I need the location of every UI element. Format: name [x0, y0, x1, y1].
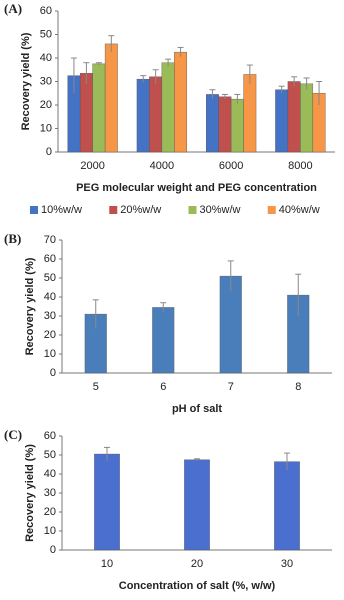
legend-swatch: [267, 206, 276, 214]
x-tick-label: 4000: [150, 160, 174, 172]
x-tick-label: 20: [191, 558, 203, 570]
bar: [79, 73, 93, 153]
bar: [287, 81, 301, 153]
x-tick-label: 8: [295, 381, 301, 393]
bar: [184, 459, 210, 551]
bar: [218, 96, 232, 153]
y-tick-label: 60: [44, 253, 56, 265]
y-tick-label: 10: [44, 348, 56, 360]
y-tick-label: 30: [44, 487, 56, 499]
bar: [149, 76, 163, 153]
y-tick-label: 40: [40, 52, 52, 64]
y-tick-label: 0: [50, 367, 56, 379]
x-tick-label: 5: [93, 381, 99, 393]
legend-swatch: [109, 206, 118, 214]
y-tick-label: 70: [44, 234, 56, 246]
y-tick-label: 10: [44, 525, 56, 537]
y-tick-label: 20: [44, 329, 56, 341]
bar: [136, 78, 150, 153]
y-axis-title: Recovery yield (%): [24, 444, 36, 542]
bar: [275, 89, 289, 153]
bar: [230, 98, 244, 153]
legend-label: 10%w/w: [41, 204, 82, 216]
bar: [104, 43, 118, 153]
x-axis-title: pH of salt: [172, 403, 222, 415]
y-tick-label: 0: [46, 146, 52, 158]
bar: [94, 453, 120, 551]
x-tick-label: 6: [160, 381, 166, 393]
y-tick-label: 0: [50, 544, 56, 556]
x-tick-label: 8000: [288, 160, 312, 172]
y-tick-label: 50: [44, 449, 56, 461]
bar: [161, 62, 175, 153]
legend-swatch: [188, 206, 197, 214]
bar: [243, 74, 257, 153]
y-tick-label: 60: [40, 5, 52, 17]
y-tick-label: 50: [44, 272, 56, 284]
y-tick-label: 60: [44, 430, 56, 442]
y-tick-label: 20: [40, 99, 52, 111]
y-tick-label: 30: [40, 75, 52, 87]
panel-label: (A): [4, 1, 22, 16]
legend-swatch: [30, 206, 38, 214]
x-tick-label: 6000: [219, 160, 243, 172]
x-tick-label: 10: [101, 558, 113, 570]
y-tick-label: 40: [44, 468, 56, 480]
y-tick-label: 20: [44, 506, 56, 518]
y-tick-label: 40: [44, 291, 56, 303]
panel-label: (B): [4, 231, 21, 246]
x-axis-title: PEG molecular weight and PEG concentrati…: [76, 182, 317, 194]
bar: [300, 83, 314, 153]
y-tick-label: 50: [40, 28, 52, 40]
y-axis-title: Recovery yield (%): [20, 32, 32, 130]
bar: [174, 51, 188, 153]
x-tick-label: 2000: [80, 160, 104, 172]
x-tick-label: 30: [281, 558, 293, 570]
x-axis-title: Concentration of salt (%, w/w): [119, 580, 276, 592]
y-axis-title: Recovery yield (%): [24, 257, 36, 355]
panel-label: (C): [4, 427, 22, 442]
legend-label: 30%w/w: [200, 204, 241, 216]
bar: [152, 307, 175, 374]
x-tick-label: 7: [228, 381, 234, 393]
y-tick-label: 30: [44, 310, 56, 322]
bar: [92, 63, 106, 153]
bar: [274, 461, 300, 551]
bar: [205, 94, 219, 153]
y-tick-label: 10: [40, 122, 52, 134]
legend-label: 20%w/w: [120, 204, 161, 216]
legend-label: 40%w/w: [279, 204, 320, 216]
